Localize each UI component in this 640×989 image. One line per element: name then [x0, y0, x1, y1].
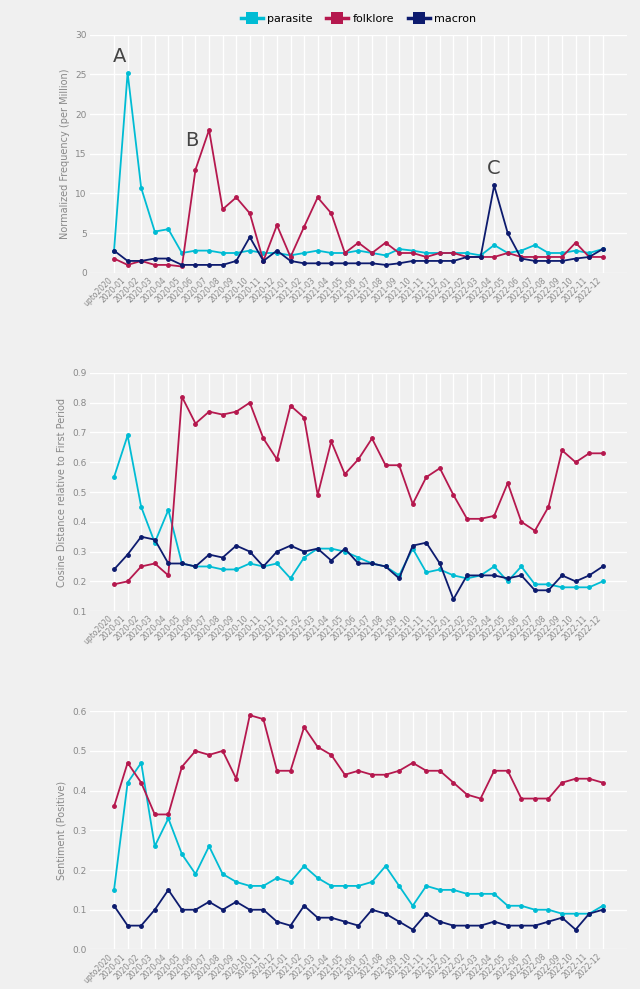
Y-axis label: Cosine Distance relative to First Period: Cosine Distance relative to First Period — [57, 398, 67, 586]
Y-axis label: Normalized Frequency (per Million): Normalized Frequency (per Million) — [60, 68, 70, 239]
Text: C: C — [488, 158, 501, 178]
Legend: parasite, folklore, macron: parasite, folklore, macron — [236, 9, 481, 28]
Text: B: B — [184, 131, 198, 149]
Y-axis label: Sentiment (Positive): Sentiment (Positive) — [57, 780, 67, 880]
Text: A: A — [113, 47, 126, 66]
